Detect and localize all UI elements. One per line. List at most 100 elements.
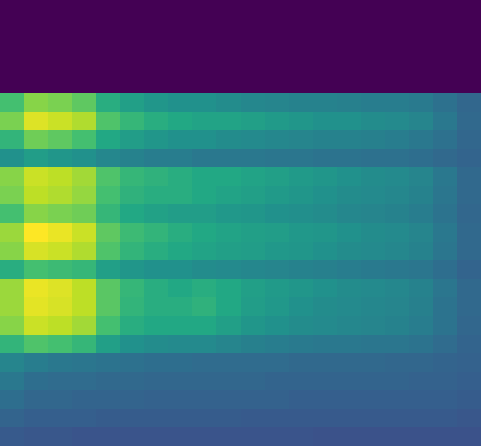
heatmap-cell (24, 186, 49, 205)
heatmap-cell (144, 353, 169, 372)
heatmap-cell (168, 260, 193, 279)
heatmap-cell (24, 353, 49, 372)
heatmap-cell (409, 74, 434, 93)
heatmap-cell (216, 335, 241, 354)
heatmap-cell (361, 186, 386, 205)
heatmap-cell (192, 56, 217, 75)
heatmap-cell (24, 409, 49, 428)
heatmap-cell (433, 74, 458, 93)
heatmap-cell (313, 335, 338, 354)
heatmap-cell (457, 242, 481, 261)
heatmap-cell (216, 223, 241, 242)
heatmap-cell (313, 186, 338, 205)
heatmap-cell (144, 335, 169, 354)
heatmap-cell (433, 335, 458, 354)
heatmap-cell (289, 260, 314, 279)
heatmap-cell (96, 372, 121, 391)
heatmap-cell (120, 223, 145, 242)
heatmap-cell (72, 409, 97, 428)
heatmap-cell (433, 427, 458, 446)
heatmap-cell (144, 74, 169, 93)
heatmap-cell (24, 279, 49, 298)
heatmap-cell (120, 260, 145, 279)
heatmap-cell (48, 37, 73, 56)
heatmap-cell (457, 167, 481, 186)
heatmap-cell (24, 167, 49, 186)
heatmap-cell (241, 149, 266, 168)
heatmap-cell (361, 19, 386, 38)
heatmap-cell (409, 297, 434, 316)
heatmap-cell (313, 19, 338, 38)
heatmap-cell (48, 149, 73, 168)
heatmap-cell (241, 0, 266, 19)
heatmap-cell (24, 427, 49, 446)
heatmap-cell (24, 297, 49, 316)
heatmap-cell (289, 390, 314, 409)
heatmap-cell (241, 316, 266, 335)
heatmap-cell (72, 112, 97, 131)
heatmap-cell (192, 93, 217, 112)
heatmap-cell (457, 353, 481, 372)
heatmap-cell (385, 19, 410, 38)
heatmap-cell (433, 372, 458, 391)
heatmap-cell (409, 56, 434, 75)
heatmap-cell (409, 223, 434, 242)
heatmap-cell (265, 112, 290, 131)
heatmap-cell (313, 149, 338, 168)
heatmap-cell (409, 93, 434, 112)
heatmap-cell (216, 279, 241, 298)
heatmap-cell (144, 316, 169, 335)
heatmap-cell (216, 297, 241, 316)
heatmap-cell (192, 37, 217, 56)
heatmap-cell (120, 353, 145, 372)
heatmap-cell (0, 223, 25, 242)
heatmap-cell (433, 19, 458, 38)
heatmap-cell (361, 223, 386, 242)
heatmap-cell (120, 112, 145, 131)
heatmap-cell (24, 223, 49, 242)
heatmap-cell (24, 149, 49, 168)
heatmap-cell (385, 427, 410, 446)
heatmap-cell (96, 130, 121, 149)
heatmap-cell (48, 353, 73, 372)
heatmap-cell (385, 149, 410, 168)
heatmap-cell (313, 167, 338, 186)
heatmap-cell (433, 353, 458, 372)
heatmap-cell (265, 427, 290, 446)
heatmap-cell (48, 93, 73, 112)
heatmap-cell (289, 56, 314, 75)
heatmap-cell (313, 260, 338, 279)
heatmap-cell (192, 186, 217, 205)
heatmap-cell (24, 130, 49, 149)
heatmap-cell (120, 390, 145, 409)
heatmap-cell (457, 409, 481, 428)
heatmap-cell (313, 279, 338, 298)
heatmap-cell (337, 149, 362, 168)
heatmap-cell (385, 167, 410, 186)
heatmap-cell (96, 316, 121, 335)
heatmap-cell (120, 335, 145, 354)
heatmap-cell (241, 112, 266, 131)
heatmap-cell (192, 19, 217, 38)
heatmap-cell (96, 223, 121, 242)
heatmap-cell (337, 242, 362, 261)
heatmap-cell (457, 335, 481, 354)
heatmap-cell (289, 427, 314, 446)
heatmap-cell (0, 0, 25, 19)
heatmap-cell (48, 223, 73, 242)
heatmap-cell (24, 372, 49, 391)
heatmap-cell (265, 316, 290, 335)
heatmap-cell (457, 223, 481, 242)
heatmap-cell (361, 112, 386, 131)
heatmap-cell (48, 112, 73, 131)
heatmap-cell (457, 316, 481, 335)
heatmap-cell (457, 186, 481, 205)
heatmap-cell (192, 316, 217, 335)
heatmap-cell (144, 93, 169, 112)
heatmap-cell (337, 74, 362, 93)
heatmap-cell (0, 279, 25, 298)
heatmap-cell (361, 130, 386, 149)
heatmap-cell (313, 427, 338, 446)
heatmap-cell (96, 390, 121, 409)
heatmap-cell (0, 56, 25, 75)
